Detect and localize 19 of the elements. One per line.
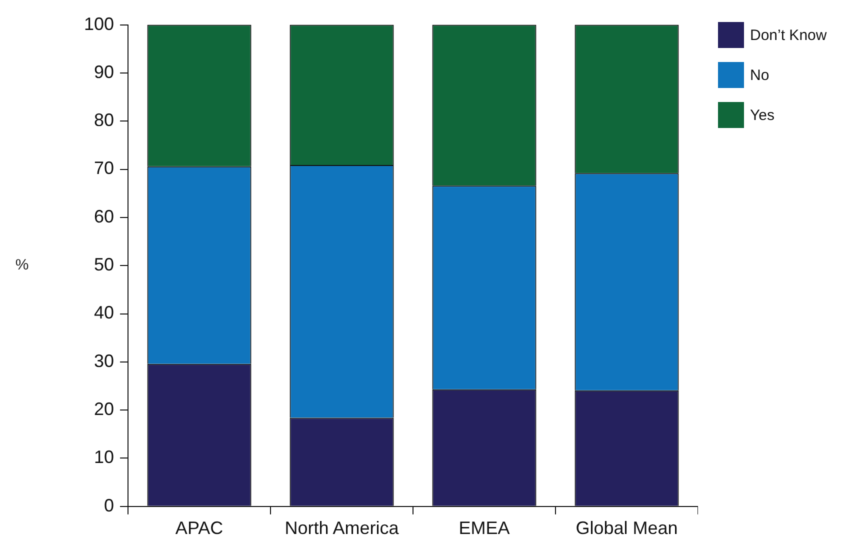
y-tick-label: 90 xyxy=(94,62,114,82)
legend-label: No xyxy=(750,66,770,84)
y-tick-label: 100 xyxy=(84,14,114,34)
y-tick-label: 0 xyxy=(104,495,114,516)
x-tick-label: EMEA xyxy=(458,518,510,538)
legend-label: Yes xyxy=(750,106,774,124)
y-tick-label: 10 xyxy=(94,447,114,468)
y-tick-label: 50 xyxy=(94,254,114,275)
y-axis-title: % xyxy=(15,256,29,274)
y-tick-label: 60 xyxy=(94,206,114,226)
y-tick-label: 30 xyxy=(94,350,114,371)
x-tick-label: Global Mean xyxy=(576,518,678,538)
legend-label: Don’t Know xyxy=(750,26,827,44)
y-tick-label: 80 xyxy=(94,110,114,130)
x-tick-label: APAC xyxy=(175,518,224,538)
x-tick-label: North America xyxy=(284,518,400,538)
y-tick-label: 20 xyxy=(94,399,114,420)
y-tick-label: 40 xyxy=(94,302,114,323)
y-tick-label: 70 xyxy=(94,158,114,178)
